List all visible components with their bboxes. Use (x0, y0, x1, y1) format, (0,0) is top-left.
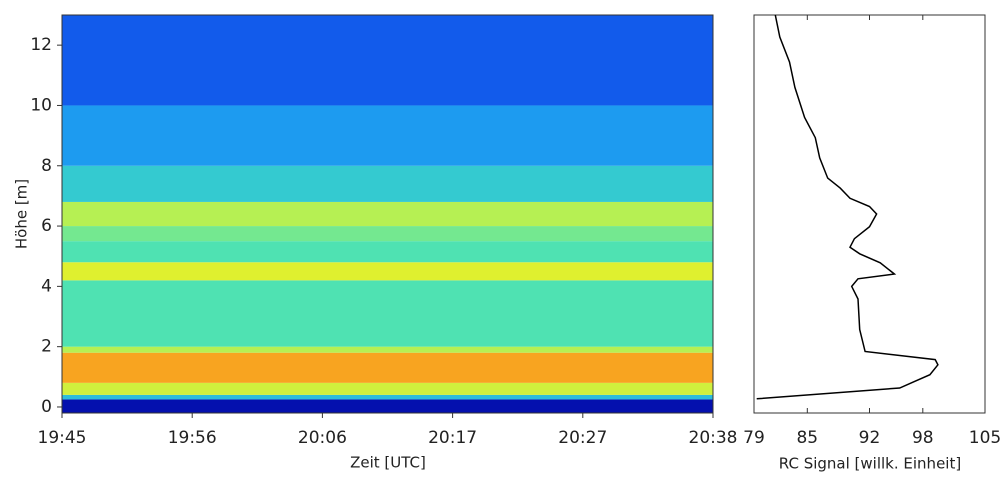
heat-cell (62, 105, 713, 166)
heat-cell (62, 399, 713, 413)
x-tick-label: 20:17 (428, 428, 477, 448)
heat-cell (62, 201, 713, 227)
x-tick-label: 85 (796, 428, 818, 448)
y-tick-label: 8 (41, 156, 52, 176)
profile-line (756, 14, 939, 400)
heat-cell (62, 382, 713, 395)
heat-cell (62, 226, 713, 242)
y-tick-label: 2 (41, 337, 52, 357)
x-axis-label: RC Signal [willk. Einheit] (779, 455, 961, 473)
x-tick-label: 19:56 (168, 428, 217, 448)
x-tick-label: 105 (969, 428, 1001, 448)
y-tick-label: 10 (30, 95, 52, 115)
y-tick-label: 12 (30, 35, 52, 55)
heat-cell (62, 241, 713, 263)
x-tick-label: 20:06 (298, 428, 347, 448)
x-tick-label: 20:27 (558, 428, 607, 448)
heat-cell (62, 262, 713, 281)
x-tick-label: 98 (912, 428, 934, 448)
y-tick-label: 4 (41, 276, 52, 296)
heat-cell (62, 346, 713, 353)
y-tick-label: 0 (41, 397, 52, 417)
heat-cell (62, 280, 713, 347)
heat-cell (62, 165, 713, 202)
x-tick-label: 20:38 (689, 428, 738, 448)
x-axis-label: Zeit [UTC] (350, 454, 426, 472)
plot-frame (753, 14, 986, 414)
heat-cell (62, 394, 713, 400)
y-tick-label: 6 (41, 216, 52, 236)
x-tick-label: 92 (859, 428, 881, 448)
heat-cell (62, 352, 713, 383)
heat-cell (62, 15, 713, 106)
x-tick-label: 79 (743, 428, 765, 448)
plot-frame (61, 14, 714, 414)
y-axis-label: Höhe [m] (13, 179, 31, 249)
x-tick-label: 19:45 (38, 428, 87, 448)
